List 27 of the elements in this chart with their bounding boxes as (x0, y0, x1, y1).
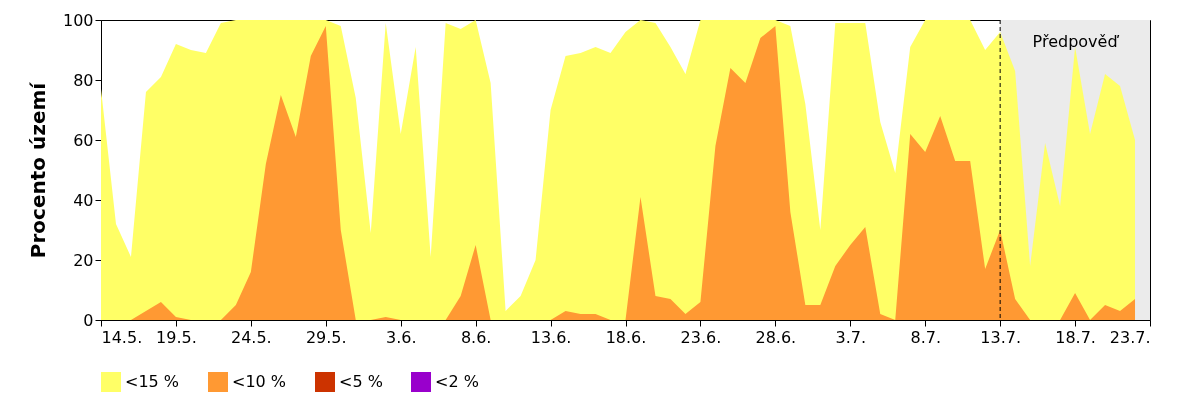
x-tick-label: 8.6. (460, 327, 492, 347)
band-label: Předpověď (1032, 32, 1120, 51)
x-tick-label: 3.7. (835, 327, 867, 347)
x-tick-label: 19.5. (156, 327, 197, 347)
x-tick-label: 28.6. (755, 327, 797, 347)
y-axis-title: Procento území (25, 81, 50, 259)
y-tick-label: 100 (62, 10, 94, 30)
y-tick-label: 40 (73, 190, 94, 210)
y-tick-label: 0 (83, 310, 94, 330)
x-tick-label: 14.5. (101, 327, 143, 347)
x-tick-label: 3.6. (385, 327, 417, 347)
y-tick-label: 80 (73, 70, 94, 90)
legend-label: <15 % (125, 372, 180, 391)
x-tick-label: 13.7. (980, 327, 1021, 347)
y-tick-label: 20 (73, 250, 94, 270)
x-tick-label: 23.6. (680, 327, 722, 347)
x-tick-label: 29.5. (305, 327, 347, 347)
x-tick-label: 8.7. (910, 327, 941, 347)
y-tick-label: 60 (73, 130, 94, 150)
x-tick-label: 23.7. (1109, 327, 1151, 347)
x-tick-label: 24.5. (231, 327, 272, 347)
legend-label: <2 % (435, 372, 479, 391)
legend-label: <10 % (232, 372, 287, 391)
x-tick-label: 18.6. (605, 327, 647, 347)
x-tick-label: 18.7. (1055, 327, 1096, 347)
x-tick-label: 13.6. (530, 327, 572, 347)
legend-label: <5 % (339, 372, 383, 391)
